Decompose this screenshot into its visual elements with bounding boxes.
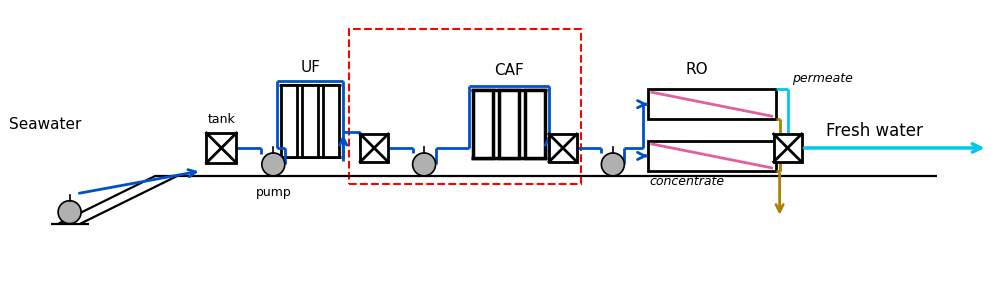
- Text: tank: tank: [208, 113, 235, 126]
- Bar: [323, 85, 339, 157]
- Text: CAF: CAF: [494, 63, 524, 78]
- Text: Fresh water: Fresh water: [826, 122, 922, 140]
- Bar: [360, 134, 388, 162]
- Bar: [302, 85, 318, 157]
- Text: pump: pump: [255, 186, 291, 199]
- Bar: [206, 133, 236, 163]
- Text: concentrate: concentrate: [650, 175, 725, 188]
- Bar: [281, 85, 297, 157]
- Bar: [774, 134, 802, 162]
- Text: Seawater: Seawater: [9, 117, 81, 132]
- Circle shape: [413, 153, 436, 176]
- Bar: [648, 141, 776, 171]
- Bar: [549, 134, 577, 162]
- Bar: [525, 90, 545, 158]
- Bar: [499, 90, 519, 158]
- Text: UF: UF: [300, 60, 320, 75]
- Circle shape: [601, 153, 624, 176]
- Circle shape: [58, 201, 81, 224]
- Bar: [349, 29, 581, 184]
- Text: permeate: permeate: [792, 72, 852, 85]
- Text: RO: RO: [685, 62, 708, 77]
- Bar: [473, 90, 493, 158]
- Circle shape: [262, 153, 285, 176]
- Bar: [648, 89, 776, 119]
